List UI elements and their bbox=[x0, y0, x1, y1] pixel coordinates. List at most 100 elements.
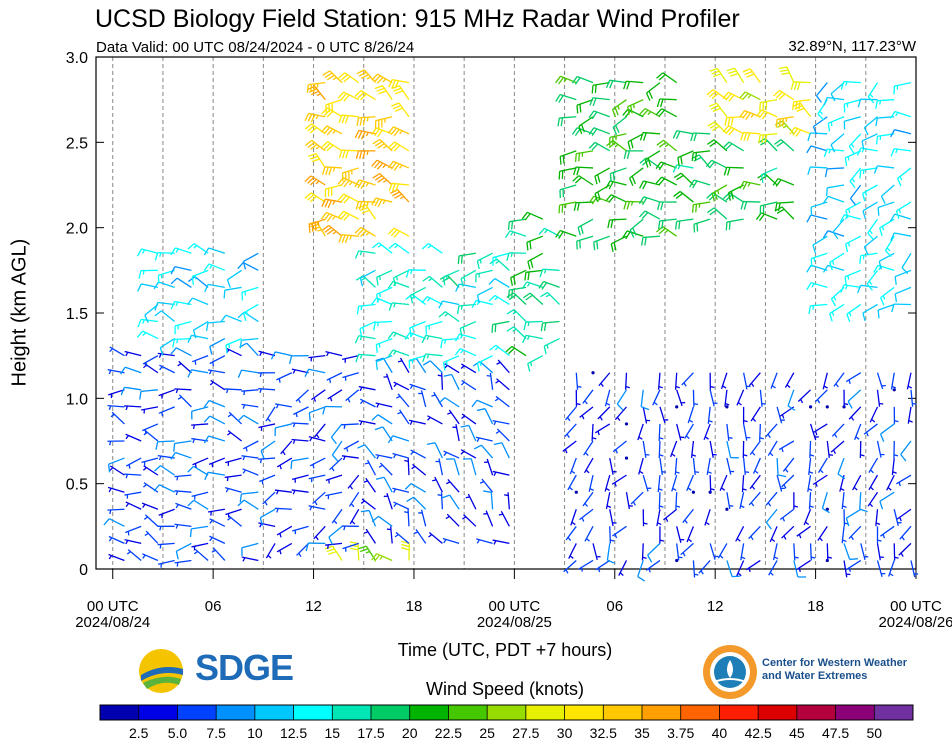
wind-barb bbox=[891, 457, 897, 476]
wind-barb bbox=[324, 545, 343, 561]
wind-barb bbox=[691, 150, 711, 162]
colorbar-segment bbox=[874, 705, 914, 720]
wind-barb bbox=[772, 177, 795, 187]
wind-barb bbox=[657, 201, 677, 211]
wind-barb bbox=[748, 491, 761, 507]
wind-barb bbox=[642, 406, 651, 424]
wind-barb bbox=[225, 457, 242, 466]
wind-barb bbox=[810, 201, 828, 216]
wind-barb bbox=[239, 491, 259, 503]
wind-barb bbox=[591, 81, 610, 94]
wind-barb bbox=[893, 543, 899, 561]
wind-barb bbox=[875, 99, 895, 109]
wind-barb bbox=[577, 218, 594, 236]
wind-barb bbox=[239, 342, 259, 357]
wind-barb bbox=[543, 338, 560, 355]
wind-barb bbox=[476, 408, 494, 425]
wind-barb bbox=[742, 406, 748, 424]
wind-barb bbox=[899, 525, 912, 541]
wind-barb bbox=[404, 509, 410, 527]
wind-barb bbox=[852, 474, 862, 491]
wind-barb bbox=[857, 284, 878, 294]
wind-barb bbox=[869, 406, 879, 423]
wind-barb bbox=[598, 372, 611, 388]
wind-barb bbox=[486, 372, 494, 390]
wind-barb bbox=[894, 269, 912, 285]
wind-barb bbox=[378, 462, 393, 476]
colorbar-segment bbox=[758, 705, 798, 720]
wind-barb bbox=[192, 457, 209, 468]
colorbar-segment bbox=[293, 705, 333, 720]
wind-barb bbox=[274, 507, 292, 513]
wind-barb bbox=[879, 423, 895, 442]
wind-barb bbox=[506, 326, 527, 340]
wind-barb bbox=[157, 542, 175, 549]
wind-barb bbox=[609, 509, 617, 527]
wind-barb bbox=[392, 452, 410, 459]
wind-barb bbox=[375, 357, 393, 374]
wind-barb bbox=[752, 457, 761, 474]
wind-barb bbox=[830, 133, 845, 153]
wind-barb bbox=[726, 492, 734, 510]
wind-barb bbox=[177, 394, 192, 408]
wind-barb bbox=[108, 535, 125, 544]
wind-barb bbox=[880, 525, 895, 539]
wind-barb bbox=[671, 474, 678, 492]
wind-barb bbox=[524, 269, 543, 281]
wind-barb bbox=[833, 372, 845, 388]
wind-barb bbox=[706, 139, 728, 152]
wind-barb bbox=[404, 458, 410, 476]
wind-barb bbox=[309, 457, 326, 469]
colorbar-tick-label: 10 bbox=[247, 725, 263, 741]
wind-barb bbox=[355, 353, 376, 363]
wind-barb bbox=[639, 131, 661, 141]
wind-barb bbox=[809, 543, 816, 561]
wind-barb bbox=[640, 235, 661, 246]
colorbar-tick-label: 45 bbox=[789, 725, 805, 741]
wind-barb bbox=[559, 184, 577, 199]
wind-barb bbox=[312, 491, 326, 506]
wind-barb bbox=[717, 543, 728, 559]
wind-barb bbox=[848, 406, 862, 421]
wind-barb bbox=[442, 269, 460, 286]
wind-barb bbox=[388, 79, 410, 89]
wind-barb bbox=[868, 474, 879, 491]
wind-barb bbox=[293, 406, 309, 418]
wind-barb bbox=[707, 406, 713, 424]
wind-barb bbox=[830, 440, 845, 454]
wind-barb bbox=[706, 457, 712, 475]
wind-barb bbox=[824, 167, 845, 178]
wind-barb bbox=[454, 347, 477, 357]
wind-barb bbox=[408, 355, 426, 369]
colorbar-segment bbox=[719, 705, 759, 720]
wind-barb bbox=[203, 247, 226, 256]
wind-barb bbox=[473, 444, 494, 459]
wind-barb bbox=[690, 132, 711, 142]
wind-barb bbox=[409, 320, 426, 336]
wind-barb bbox=[849, 184, 862, 206]
wind-barb bbox=[431, 391, 443, 408]
wind-barb bbox=[372, 138, 393, 152]
wind-barb bbox=[686, 474, 695, 492]
wind-barb bbox=[676, 543, 683, 561]
wind-barb bbox=[575, 372, 582, 390]
wind-barb bbox=[750, 406, 761, 422]
wind-barb bbox=[676, 423, 685, 441]
wind-barb bbox=[583, 440, 594, 456]
wind-barb bbox=[876, 560, 886, 578]
wind-barb bbox=[308, 406, 326, 421]
colorbar-segment bbox=[371, 705, 411, 720]
wind-barb bbox=[826, 543, 832, 561]
wind-barb bbox=[237, 261, 259, 271]
wind-barb bbox=[354, 335, 376, 344]
wind-barb bbox=[203, 263, 226, 271]
wind-barb bbox=[276, 372, 293, 383]
wind-barb bbox=[862, 201, 878, 219]
wind-barb bbox=[757, 138, 778, 152]
colorbar-segment bbox=[796, 705, 837, 720]
x-tick-label: 00 UTC bbox=[890, 598, 942, 615]
wind-barb bbox=[689, 179, 711, 189]
wind-barb bbox=[740, 200, 761, 210]
wind-barb bbox=[808, 492, 814, 510]
cw3e-name: Center for Western Weather and Water Ext… bbox=[762, 657, 908, 682]
